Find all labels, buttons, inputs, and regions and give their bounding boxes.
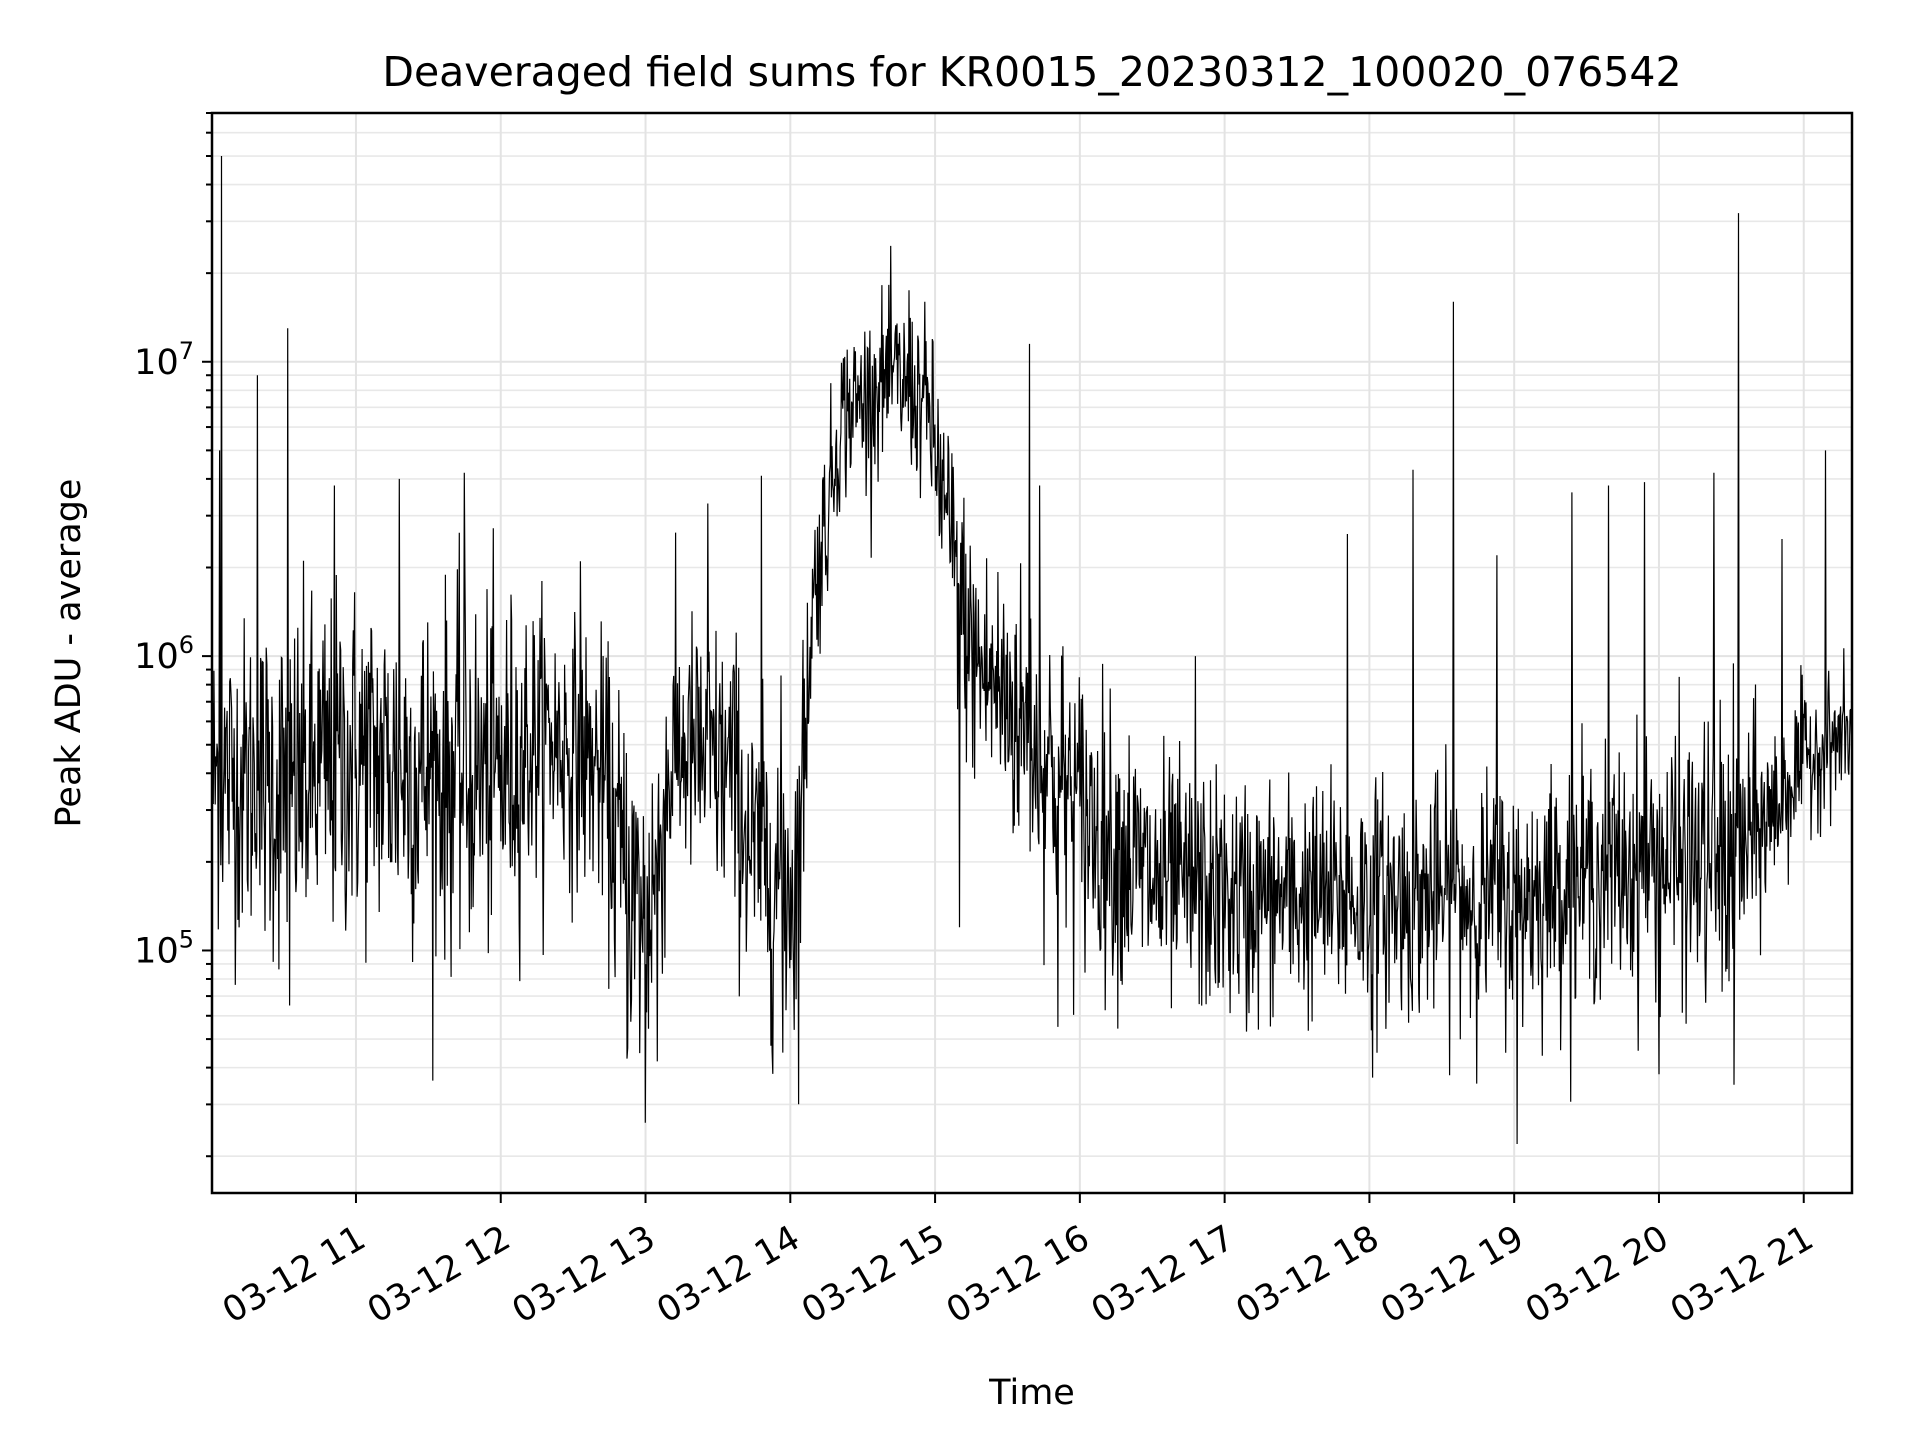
x-tick-label: 03-12 21 [1664,1218,1820,1331]
x-tick-label: 03-12 20 [1519,1218,1675,1331]
plot-frame [210,111,1854,1195]
y-tick-label: 107 [134,337,194,383]
x-tick-label: 03-12 19 [1374,1218,1530,1331]
x-tick-label: 03-12 12 [361,1218,517,1331]
y-axis-label: Peak ADU - average [49,479,89,828]
x-tick-label: 03-12 18 [1230,1218,1386,1331]
y-tick-base: 10 [134,931,179,971]
y-tick-exponent: 5 [179,925,194,953]
x-tick-label: 03-12 15 [795,1218,951,1331]
grid [212,112,1852,1193]
chart-title: Deaveraged field sums for KR0015_2023031… [382,48,1681,96]
x-axis-label: Time [988,1373,1075,1413]
x-tick-label: 03-12 17 [1085,1218,1241,1331]
series-line [211,155,1853,1145]
x-tick-label: 03-12 11 [216,1218,372,1331]
y-tick-base: 10 [134,343,179,383]
y-tick-base: 10 [134,637,179,677]
y-tick-exponent: 6 [179,631,194,659]
y-tick-label: 106 [134,631,194,677]
x-tick-label: 03-12 13 [506,1218,662,1331]
y-tick-exponent: 7 [179,337,194,365]
x-tick-label: 03-12 14 [651,1218,807,1331]
y-tick-label: 105 [134,925,194,971]
x-tick-label: 03-12 16 [940,1218,1096,1331]
